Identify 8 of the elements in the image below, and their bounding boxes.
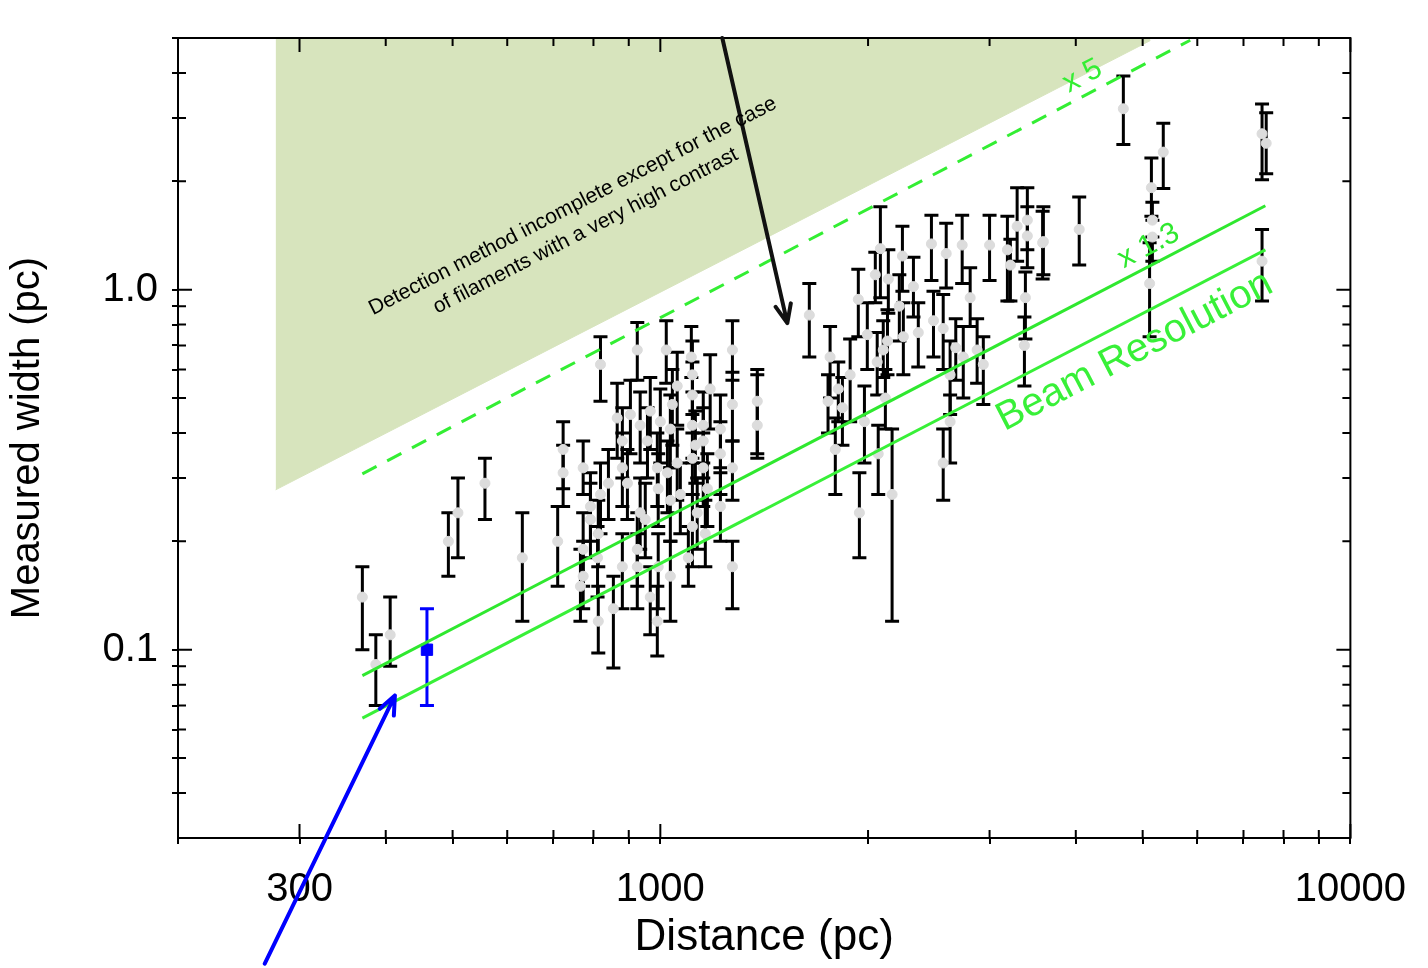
text: x 5 bbox=[1056, 50, 1107, 99]
y-axis-title: Measured width (pc) bbox=[3, 256, 48, 620]
x-axis-title: Distance (pc) bbox=[634, 909, 894, 959]
y-tick-label: 1.0 bbox=[102, 264, 158, 309]
text: x 1.3 bbox=[1111, 214, 1185, 274]
x-tick-label: 10000 bbox=[1294, 865, 1406, 910]
y-tick-label: 0.1 bbox=[102, 624, 158, 669]
x-tick-label: 1000 bbox=[615, 865, 705, 910]
